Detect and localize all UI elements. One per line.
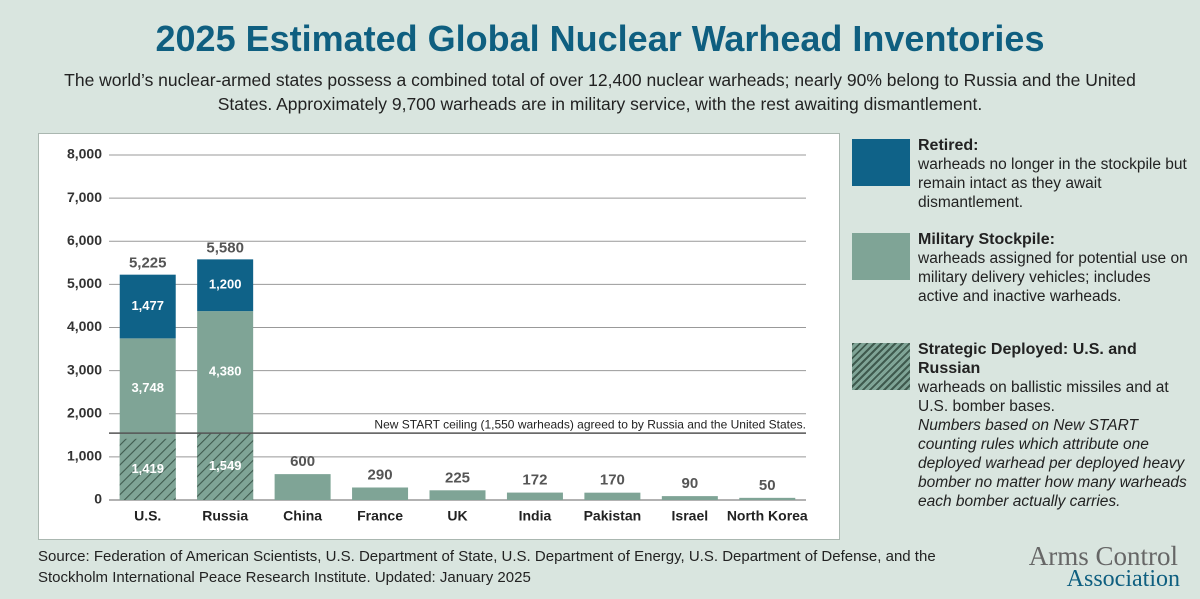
legend-name: Military Stockpile: xyxy=(918,231,1055,248)
data-label: 1,200 xyxy=(209,277,242,292)
subtitle: The world’s nuclear-armed states possess… xyxy=(64,70,1136,114)
legend-text: Military Stockpile: warheads assigned for… xyxy=(918,230,1192,306)
bar xyxy=(661,496,718,500)
logo: Association xyxy=(1066,566,1180,592)
x-tick-label: France xyxy=(357,508,403,524)
legend-description: warheads on ballistic missiles and at U.… xyxy=(918,379,1169,415)
data-label: 290 xyxy=(368,466,393,483)
data-label: 4,380 xyxy=(209,364,242,379)
y-tick-label: 3,000 xyxy=(67,361,102,377)
total-label: 5,225 xyxy=(129,255,167,272)
y-tick-label: 4,000 xyxy=(67,318,102,334)
x-tick-label: U.S. xyxy=(134,508,161,524)
x-tick-label: UK xyxy=(447,508,467,524)
legend-note: Numbers based on New START counting rule… xyxy=(918,417,1187,510)
y-tick-label: 8,000 xyxy=(67,146,102,162)
y-tick-label: 7,000 xyxy=(67,189,102,205)
reference-label: New START ceiling (1,550 warheads) agree… xyxy=(374,417,806,431)
x-tick-label: India xyxy=(519,508,552,524)
data-label: 90 xyxy=(681,475,698,492)
source: Source: Federation of American Scientist… xyxy=(38,548,936,586)
y-tick-label: 1,000 xyxy=(67,448,102,464)
bar xyxy=(584,492,641,500)
x-tick-label: Russia xyxy=(202,508,248,524)
bar xyxy=(352,487,409,500)
bar xyxy=(506,492,563,500)
x-tick-label: Pakistan xyxy=(584,508,642,524)
x-tick-label: Israel xyxy=(672,508,709,524)
legend-item: Retired: warheads no longer in the stockp… xyxy=(852,136,1192,212)
data-label: 1,549 xyxy=(209,458,242,473)
legend-item: Strategic Deployed: U.S. and Russian warh… xyxy=(852,340,1192,511)
bar xyxy=(429,490,486,500)
legend-swatch xyxy=(852,343,910,390)
data-label: 50 xyxy=(759,477,776,494)
legend-item: Military Stockpile: warheads assigned for… xyxy=(852,230,1192,306)
legend-text: Retired: warheads no longer in the stockp… xyxy=(918,136,1192,212)
legend-swatch xyxy=(852,139,910,186)
bar-hatched xyxy=(197,433,254,500)
data-label: 1,477 xyxy=(131,298,164,313)
x-tick-label: China xyxy=(283,508,322,524)
data-label: 172 xyxy=(522,472,547,489)
y-tick-label: 0 xyxy=(94,491,102,507)
data-label: 170 xyxy=(600,472,625,489)
total-label: 5,580 xyxy=(206,239,244,256)
data-label: 225 xyxy=(445,469,470,486)
legend-name: Retired: xyxy=(918,137,979,154)
y-tick-label: 6,000 xyxy=(67,232,102,248)
bar xyxy=(119,274,176,339)
legend-text: Strategic Deployed: U.S. and Russian warh… xyxy=(918,340,1192,511)
legend-name: Strategic Deployed: U.S. and Russian xyxy=(918,341,1137,377)
legend-swatch xyxy=(852,233,910,280)
data-label: 600 xyxy=(290,453,315,470)
y-tick-label: 2,000 xyxy=(67,404,102,420)
data-label: 1,419 xyxy=(131,461,164,476)
legend-description: warheads assigned for potential use on m… xyxy=(918,250,1188,305)
title: 2025 Estimated Global Nuclear Warhead In… xyxy=(155,18,1045,59)
bar xyxy=(197,259,254,312)
y-tick-label: 5,000 xyxy=(67,275,102,291)
x-tick-label: North Korea xyxy=(727,508,808,524)
bar xyxy=(274,474,331,500)
logo: Arms Control xyxy=(1028,541,1178,571)
bar xyxy=(739,497,796,500)
bar-hatched xyxy=(119,438,176,500)
legend-description: warheads no longer in the stockpile but … xyxy=(918,156,1187,211)
data-label: 3,748 xyxy=(131,380,164,395)
